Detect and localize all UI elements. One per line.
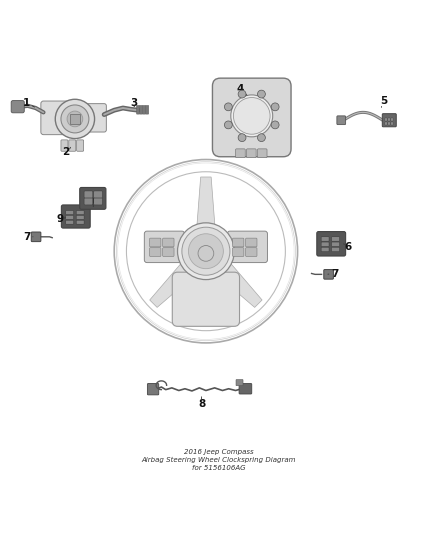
FancyBboxPatch shape bbox=[385, 122, 387, 125]
FancyBboxPatch shape bbox=[332, 242, 339, 246]
FancyBboxPatch shape bbox=[137, 106, 140, 114]
FancyBboxPatch shape bbox=[337, 116, 346, 125]
Text: 1: 1 bbox=[22, 98, 30, 108]
FancyBboxPatch shape bbox=[246, 238, 257, 247]
Text: 6: 6 bbox=[345, 242, 352, 252]
Circle shape bbox=[233, 98, 270, 134]
Text: 4: 4 bbox=[236, 84, 244, 94]
Circle shape bbox=[201, 246, 211, 256]
FancyBboxPatch shape bbox=[94, 191, 102, 198]
Text: 5: 5 bbox=[381, 96, 388, 107]
FancyBboxPatch shape bbox=[61, 205, 90, 228]
FancyBboxPatch shape bbox=[69, 140, 76, 151]
Text: 7: 7 bbox=[23, 232, 31, 242]
FancyBboxPatch shape bbox=[80, 188, 106, 209]
FancyBboxPatch shape bbox=[94, 198, 102, 205]
FancyBboxPatch shape bbox=[227, 231, 268, 263]
FancyBboxPatch shape bbox=[61, 140, 68, 151]
FancyBboxPatch shape bbox=[212, 78, 291, 157]
Circle shape bbox=[198, 246, 214, 261]
FancyBboxPatch shape bbox=[11, 101, 24, 113]
Text: 2: 2 bbox=[62, 147, 69, 157]
Circle shape bbox=[182, 227, 230, 275]
FancyBboxPatch shape bbox=[146, 106, 149, 114]
Circle shape bbox=[231, 95, 273, 137]
FancyBboxPatch shape bbox=[382, 114, 396, 127]
FancyBboxPatch shape bbox=[150, 238, 161, 247]
FancyBboxPatch shape bbox=[143, 106, 146, 114]
FancyBboxPatch shape bbox=[148, 384, 159, 395]
Circle shape bbox=[188, 234, 223, 269]
FancyBboxPatch shape bbox=[233, 248, 244, 256]
FancyBboxPatch shape bbox=[391, 118, 393, 120]
FancyBboxPatch shape bbox=[31, 232, 41, 241]
FancyBboxPatch shape bbox=[66, 215, 74, 220]
FancyBboxPatch shape bbox=[391, 122, 393, 125]
FancyBboxPatch shape bbox=[247, 149, 256, 158]
Polygon shape bbox=[150, 257, 200, 308]
FancyBboxPatch shape bbox=[84, 191, 93, 198]
FancyBboxPatch shape bbox=[317, 231, 346, 256]
FancyBboxPatch shape bbox=[162, 248, 174, 256]
Text: 3: 3 bbox=[130, 98, 138, 108]
Circle shape bbox=[224, 121, 232, 129]
Text: 2016 Jeep Compass
Airbag Steering Wheel Clockspring Diagram
for 5156106AG: 2016 Jeep Compass Airbag Steering Wheel … bbox=[142, 449, 296, 471]
FancyBboxPatch shape bbox=[76, 220, 84, 224]
FancyBboxPatch shape bbox=[388, 118, 390, 120]
FancyBboxPatch shape bbox=[172, 272, 240, 326]
FancyBboxPatch shape bbox=[258, 149, 267, 158]
FancyBboxPatch shape bbox=[332, 237, 339, 241]
Text: 8: 8 bbox=[198, 399, 205, 409]
Polygon shape bbox=[196, 177, 215, 234]
FancyBboxPatch shape bbox=[236, 379, 243, 386]
FancyBboxPatch shape bbox=[246, 248, 257, 256]
FancyBboxPatch shape bbox=[321, 247, 329, 252]
FancyBboxPatch shape bbox=[385, 118, 387, 120]
Circle shape bbox=[177, 223, 234, 280]
FancyBboxPatch shape bbox=[78, 103, 106, 132]
Text: 7: 7 bbox=[331, 269, 339, 279]
FancyBboxPatch shape bbox=[77, 140, 84, 151]
FancyBboxPatch shape bbox=[140, 106, 143, 114]
Circle shape bbox=[55, 99, 95, 139]
FancyBboxPatch shape bbox=[162, 238, 174, 247]
FancyBboxPatch shape bbox=[239, 384, 252, 394]
FancyBboxPatch shape bbox=[70, 114, 80, 124]
FancyBboxPatch shape bbox=[233, 238, 244, 247]
Text: 10: 10 bbox=[86, 197, 100, 207]
Circle shape bbox=[238, 90, 246, 98]
Circle shape bbox=[224, 103, 232, 111]
FancyBboxPatch shape bbox=[388, 122, 390, 125]
Circle shape bbox=[67, 111, 83, 127]
FancyBboxPatch shape bbox=[150, 248, 161, 256]
FancyBboxPatch shape bbox=[66, 220, 74, 224]
Circle shape bbox=[271, 103, 279, 111]
Circle shape bbox=[258, 134, 265, 142]
FancyBboxPatch shape bbox=[41, 101, 72, 135]
FancyBboxPatch shape bbox=[76, 215, 84, 220]
FancyBboxPatch shape bbox=[76, 211, 84, 215]
Circle shape bbox=[61, 105, 89, 133]
Circle shape bbox=[258, 90, 265, 98]
FancyBboxPatch shape bbox=[84, 198, 93, 205]
FancyBboxPatch shape bbox=[66, 211, 74, 215]
FancyBboxPatch shape bbox=[236, 149, 245, 158]
Polygon shape bbox=[212, 257, 262, 308]
FancyBboxPatch shape bbox=[321, 237, 329, 241]
Circle shape bbox=[238, 134, 246, 142]
FancyBboxPatch shape bbox=[324, 270, 333, 279]
FancyBboxPatch shape bbox=[321, 242, 329, 246]
FancyBboxPatch shape bbox=[145, 231, 184, 263]
Text: 9: 9 bbox=[56, 214, 63, 224]
FancyBboxPatch shape bbox=[332, 247, 339, 252]
Circle shape bbox=[271, 121, 279, 129]
